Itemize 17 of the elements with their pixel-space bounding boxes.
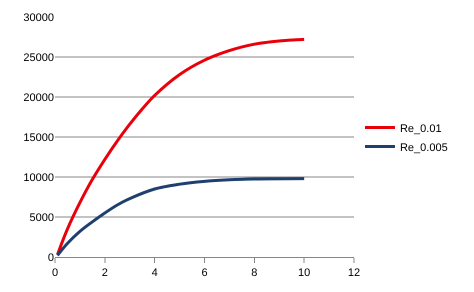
x-tick-label: 12 xyxy=(348,267,360,280)
x-tick-label: 6 xyxy=(201,267,208,280)
line-series xyxy=(56,177,306,257)
legend-label: Re_0.01 xyxy=(400,122,442,135)
legend-label: Re_0.005 xyxy=(400,142,448,154)
y-tick-label: 5000 xyxy=(30,212,54,224)
y-tick-label: 15000 xyxy=(23,132,54,144)
y-tick-label: 30000 xyxy=(23,12,54,24)
x-tick-label: 2 xyxy=(102,267,108,280)
y-tick-label: 25000 xyxy=(23,52,54,64)
y-tick-label: 10000 xyxy=(23,172,54,184)
y-tick-label: 20000 xyxy=(23,92,54,104)
x-tick-label: 10 xyxy=(298,267,310,280)
y-tick-label: 0 xyxy=(48,252,54,264)
line-series xyxy=(56,38,306,256)
x-tick-label: 4 xyxy=(152,267,158,280)
x-tick-label: 8 xyxy=(251,267,258,280)
